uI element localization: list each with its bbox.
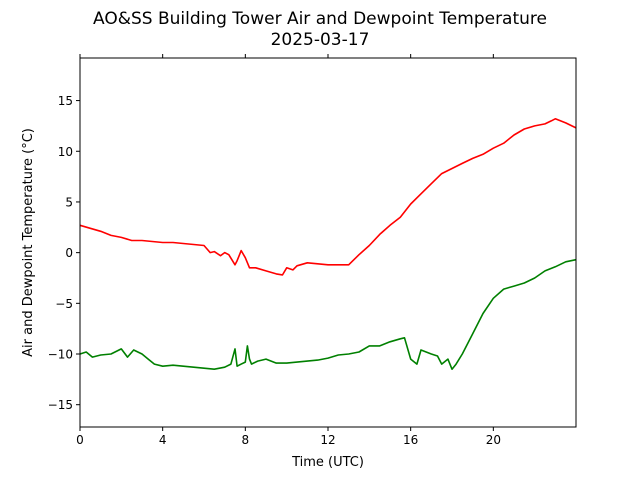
y-tick-label: 15 (58, 94, 73, 108)
x-tick-label: 16 (403, 433, 418, 447)
x-tick-label: 20 (486, 433, 501, 447)
x-axis: 0 4 8 12 16 20 (76, 54, 501, 447)
y-tick-label: −10 (48, 348, 73, 362)
y-axis: −15 −10 −5 0 5 10 15 (48, 94, 80, 412)
x-tick-label: 0 (76, 433, 84, 447)
x-axis-label: Time (UTC) (291, 455, 364, 470)
x-tick-label: 8 (242, 433, 250, 447)
x-tick-label: 4 (159, 433, 167, 447)
y-tick-label: 0 (65, 246, 73, 260)
y-tick-label: 10 (58, 145, 73, 159)
series-line-1 (79, 258, 577, 370)
y-tick-label: −15 (48, 398, 73, 412)
y-tick-label: 5 (65, 195, 73, 209)
plot-lines (79, 118, 577, 370)
x-tick-label: 12 (320, 433, 335, 447)
series-line-0 (79, 118, 577, 276)
chart-title: AO&SS Building Tower Air and Dewpoint Te… (93, 9, 547, 29)
y-axis-label: Air and Dewpoint Temperature (°C) (21, 128, 36, 357)
y-tick-label: −5 (55, 297, 73, 311)
chart-subtitle: 2025-03-17 (271, 30, 370, 50)
